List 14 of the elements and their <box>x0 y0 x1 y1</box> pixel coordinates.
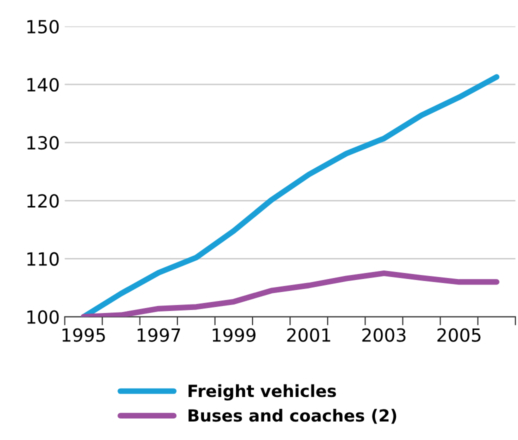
legend-label: Freight vehicles <box>188 384 336 401</box>
x-tick-label: 2001 <box>287 328 330 342</box>
y-tick-label: 130 <box>27 136 59 150</box>
legend-label: Buses and coaches (2) <box>188 408 396 424</box>
x-tick-label: 2003 <box>362 328 406 342</box>
x-tick-label: 1999 <box>212 328 256 342</box>
y-tick-label: 100 <box>27 310 59 324</box>
y-tick-label: 150 <box>27 20 59 34</box>
x-tick-label: 1997 <box>138 328 180 342</box>
x-tick-label: 2005 <box>437 328 480 342</box>
y-tick-label: 120 <box>27 194 59 208</box>
y-tick-label: 140 <box>27 78 59 92</box>
y-tick-label: 110 <box>27 252 59 266</box>
x-tick-label: 1995 <box>62 328 105 342</box>
